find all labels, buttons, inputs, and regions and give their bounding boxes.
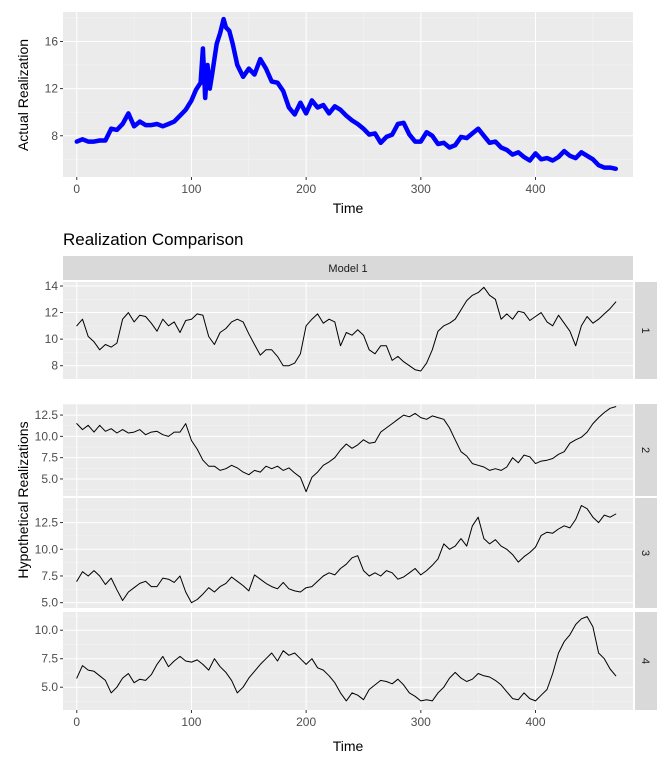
chart-title: Realization Comparison [63, 230, 243, 249]
y-axis-title: Hypothetical Realizations [15, 421, 31, 578]
y-tick-label: 12.5 [35, 516, 59, 530]
y-tick-label: 12.5 [35, 408, 59, 422]
facet-panel-2: 5.0 7.5 10.0 12.5 2 [35, 404, 657, 496]
y-tick-label: 5.0 [41, 472, 58, 486]
realization-comparison-chart: Realization Comparison Model 1 8 10 12 14 1 5.0… [15, 230, 657, 754]
y-tick-label: 12 [45, 306, 59, 320]
x-tick-label: 0 [73, 182, 80, 196]
panel-background [63, 12, 633, 177]
facet-strip-right-label: 3 [639, 550, 651, 556]
x-tick-label: 400 [525, 182, 545, 196]
facet-strip-right-label: 4 [639, 658, 651, 664]
y-tick-label: 5.0 [41, 680, 58, 694]
y-axis-title: Actual Realization [15, 39, 31, 151]
x-tick-label: 300 [411, 182, 431, 196]
data-line [76, 286, 617, 372]
y-tick-label: 16 [45, 34, 59, 48]
x-tick-label: 300 [411, 715, 431, 729]
panel-background [63, 612, 633, 710]
x-axis-title: Time [333, 738, 364, 754]
facet-strip-right [635, 282, 657, 379]
panel-background [63, 282, 633, 379]
x-tick-label: 100 [181, 182, 201, 196]
y-tick-label: 7.5 [41, 569, 58, 583]
y-tick-label: 14 [45, 279, 59, 293]
x-tick-label: 0 [73, 715, 80, 729]
x-tick-label: 200 [296, 182, 316, 196]
data-line [76, 616, 617, 702]
x-tick-label: 200 [296, 715, 316, 729]
x-axis-title: Time [333, 200, 364, 216]
panel-background [63, 498, 633, 608]
panel-background [63, 404, 633, 496]
y-tick-label: 7.5 [41, 652, 58, 666]
y-tick-label: 8 [51, 129, 58, 143]
actual-realization-chart: 0 100 200 300 400 8 12 16 Time Actual Realization [15, 12, 633, 216]
facet-strip-right [635, 404, 657, 496]
facet-strip-top-label: Model 1 [328, 263, 367, 275]
y-tick-label: 10.0 [35, 623, 59, 637]
facet-strip-top [63, 256, 633, 280]
facet-panel-4: 0 100 200 300 400 5.0 7.5 10.0 4 [35, 612, 657, 729]
y-tick-label: 10 [45, 332, 59, 346]
data-line [74, 16, 619, 172]
facet-strip-right [635, 498, 657, 608]
y-tick-label: 12 [45, 82, 59, 96]
data-line [76, 505, 617, 604]
x-tick-label: 100 [181, 715, 201, 729]
y-tick-label: 10.0 [35, 542, 59, 556]
y-tick-label: 8 [51, 359, 58, 373]
data-line [76, 406, 617, 493]
x-tick-label: 400 [525, 715, 545, 729]
facet-panel-3: 5.0 7.5 10.0 12.5 3 [35, 498, 657, 610]
facet-panel-1: 8 10 12 14 1 [45, 279, 657, 379]
facet-strip-right-label: 2 [639, 447, 651, 453]
y-tick-label: 7.5 [41, 451, 58, 465]
facet-strip-right [635, 612, 657, 710]
y-tick-label: 5.0 [41, 596, 58, 610]
facet-strip-right-label: 1 [639, 327, 651, 333]
y-tick-label: 10.0 [35, 429, 59, 443]
